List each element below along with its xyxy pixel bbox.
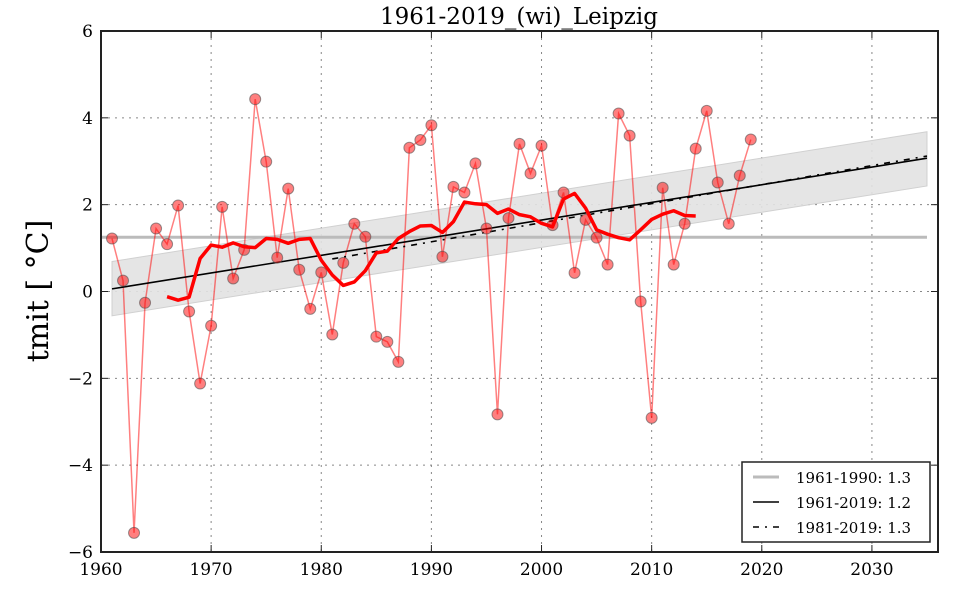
data-point: [667, 258, 680, 271]
data-point: [425, 119, 438, 132]
data-point: [117, 274, 130, 287]
markers-layer: [106, 93, 757, 539]
data-point: [502, 212, 515, 225]
data-point: [744, 133, 757, 146]
data-point: [128, 526, 141, 539]
y-tick-label: 4: [82, 109, 93, 129]
data-point: [623, 129, 636, 142]
running-mean-line: [166, 191, 696, 302]
data-point: [326, 328, 339, 341]
data-point: [700, 104, 713, 117]
ticks-layer: 1960 1970 1980 1990 2000 2010 2020 2030 −6 −4 −2 0 2…: [68, 22, 938, 580]
x-tick-label: 2010: [630, 560, 673, 580]
y-tick-label: 6: [82, 22, 93, 42]
data-point: [458, 186, 471, 199]
data-point: [337, 256, 350, 269]
data-point: [216, 200, 229, 213]
data-point: [469, 157, 482, 170]
data-point: [172, 199, 185, 212]
data-point: [260, 155, 273, 168]
data-point: [161, 238, 174, 251]
data-point: [293, 263, 306, 276]
x-tick-label: 2020: [740, 560, 783, 580]
data-point: [315, 266, 328, 279]
data-point: [656, 181, 669, 194]
data-point: [645, 411, 658, 424]
trend-line-1961-2019: [111, 157, 928, 290]
data-point: [183, 305, 196, 318]
data-point: [480, 222, 493, 235]
data-point: [491, 408, 504, 421]
trend-line-1981-2019: [332, 155, 928, 260]
y-tick-label: −2: [68, 369, 93, 389]
data-point: [403, 141, 416, 154]
data-point: [436, 250, 449, 263]
data-point: [414, 133, 427, 146]
data-point: [249, 93, 262, 106]
data-point: [722, 217, 735, 230]
x-tick-label: 2000: [520, 560, 563, 580]
data-point: [524, 167, 537, 180]
y-tick-label: −4: [68, 456, 93, 476]
data-point: [150, 222, 163, 235]
data-point: [139, 296, 152, 309]
data-point: [689, 142, 702, 155]
x-tick-label: 1960: [79, 560, 122, 580]
data-point: [194, 377, 207, 390]
data-point: [359, 230, 372, 243]
data-point: [447, 180, 460, 193]
data-point: [381, 335, 394, 348]
data-point: [227, 272, 240, 285]
data-point: [348, 217, 361, 230]
data-point: [205, 319, 218, 332]
data-point: [535, 139, 548, 152]
x-tick-label: 1970: [189, 560, 232, 580]
data-point: [601, 258, 614, 271]
y-tick-label: 2: [82, 196, 93, 216]
y-tick-label: −6: [68, 543, 93, 563]
data-point: [304, 302, 317, 315]
legend-label-1961-1990: 1961-1990: 1.3: [796, 469, 911, 487]
data-point: [106, 232, 119, 245]
x-tick-label: 1980: [300, 560, 343, 580]
x-tick-label: 2030: [850, 560, 893, 580]
data-point: [568, 266, 581, 279]
data-point: [370, 330, 383, 343]
legend-label-1981-2019: 1981-2019: 1.3: [796, 519, 911, 537]
data-point: [678, 217, 691, 230]
data-point: [733, 169, 746, 182]
y-axis-label: tmit [ °C]: [21, 220, 56, 363]
data-point: [271, 251, 284, 264]
chart-title: 1961-2019_(wi)_Leipzig: [380, 4, 658, 30]
data-point: [513, 137, 526, 150]
x-tick-label: 1990: [410, 560, 453, 580]
data-point: [634, 295, 647, 308]
data-point: [612, 107, 625, 120]
data-point: [711, 176, 724, 189]
y-tick-label: 0: [82, 283, 93, 303]
legend-label-1961-2019: 1961-2019: 1.2: [796, 494, 911, 512]
data-point: [392, 355, 405, 368]
data-point: [590, 231, 603, 244]
legend: 1961-1990: 1.3 1961-2019: 1.2 1981-2019:…: [741, 461, 931, 543]
data-point: [282, 182, 295, 195]
